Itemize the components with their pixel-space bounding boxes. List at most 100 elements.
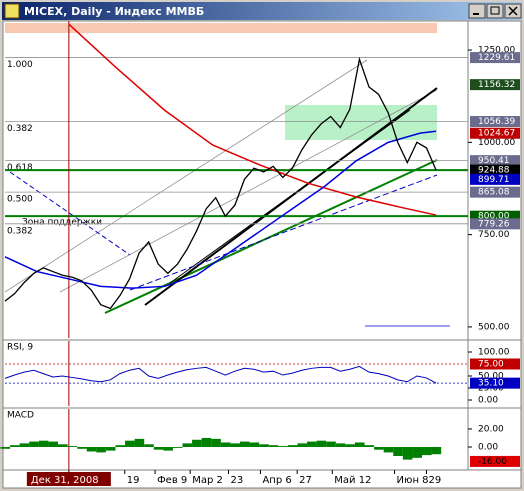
level-label: 924.88 (478, 166, 510, 176)
histogram-bar (48, 441, 58, 447)
level-label: 1229.61 (478, 53, 515, 63)
level-label: 1056.39 (478, 117, 515, 127)
histogram-bar (239, 441, 250, 447)
y-tick-label: 0.00 (478, 395, 498, 405)
level-label: 779.26 (478, 219, 510, 229)
level-box (470, 52, 520, 64)
x-tick-label: 19 (127, 475, 140, 486)
fib-label: 1.000 (7, 60, 33, 70)
histogram-bar (10, 445, 20, 447)
level-box (470, 116, 520, 128)
window-icon (4, 3, 20, 19)
dashed-trendline (9, 171, 131, 256)
y-tick-label: 20.00 (478, 424, 504, 434)
moving-average (4, 130, 437, 289)
histogram-bar (144, 444, 154, 447)
level-label: 1024.67 (478, 129, 515, 139)
histogram-bar (86, 446, 97, 452)
level-box (470, 155, 520, 167)
level-box (470, 455, 520, 467)
histogram-bar (115, 445, 126, 447)
target-zone (285, 105, 437, 140)
channel-line (4, 59, 368, 293)
panel-title: RSI, 9 (7, 343, 33, 353)
level-box (470, 358, 520, 370)
level-box (470, 173, 520, 185)
level-box (470, 186, 520, 198)
level-box (470, 218, 520, 230)
x-tick-label: Май 12 (334, 475, 371, 486)
histogram-bar (316, 440, 327, 447)
histogram-bar (67, 446, 78, 447)
histogram-bar (364, 445, 375, 447)
y-tick-label: 750.00 (478, 230, 510, 240)
window-buttons[interactable] (468, 3, 522, 19)
histogram-bar (201, 437, 212, 447)
panel-title: MACD (7, 411, 34, 421)
histogram-bar (287, 445, 298, 447)
y-tick-label: 1000.00 (478, 138, 515, 148)
histogram-bar (297, 443, 308, 447)
support-trendline (104, 159, 438, 314)
histogram-bar (182, 443, 193, 447)
histogram-bar (259, 444, 269, 447)
x-tick-label: Июн 8 (397, 475, 429, 486)
histogram-bar (345, 444, 355, 447)
histogram-bar (249, 442, 260, 447)
x-tick-label: Дек 31, 2008 (31, 475, 99, 486)
level-box (470, 127, 520, 139)
histogram-bar (38, 440, 49, 447)
histogram-bar (393, 446, 403, 457)
y-tick-label: 500.00 (478, 322, 510, 332)
chart-area (2, 20, 522, 489)
histogram-bar (220, 442, 231, 447)
level-box (470, 79, 520, 91)
annotation: Зона поддержки (22, 218, 102, 228)
y-tick-label: 100.00 (478, 347, 510, 357)
histogram-bar (326, 441, 336, 447)
level-label: 35.10 (478, 379, 504, 389)
level-label: 75.00 (478, 359, 504, 369)
histogram-bar (172, 446, 183, 448)
histogram-bar (0, 446, 11, 449)
x-tick-label: Фев 9 (157, 475, 187, 486)
histogram-bar (77, 446, 87, 449)
minimize-button[interactable] (468, 3, 486, 19)
indicator-line (4, 365, 437, 384)
histogram-bar (125, 440, 135, 447)
histogram-bar (383, 446, 394, 453)
price-line (4, 56, 437, 310)
histogram-bar (192, 439, 202, 447)
level-label: 1156.32 (478, 80, 515, 90)
trendlines (4, 59, 450, 327)
histogram-bar (57, 444, 68, 447)
histogram-bar (211, 438, 221, 447)
level-label: 800.00 (478, 212, 510, 222)
y-tick-label: 50.00 (478, 371, 504, 381)
x-tick-label: Мар 2 (192, 475, 223, 486)
histogram-bar (163, 446, 173, 451)
histogram-bar (230, 443, 241, 447)
fib-label: 0.382 (7, 124, 33, 134)
histogram-bar (96, 446, 106, 453)
histogram-bar (29, 441, 39, 447)
fib-label: 0.382 (7, 226, 33, 236)
window-title: MICEX, Daily - Индекс ММВБ (24, 5, 204, 18)
dashed-trendline (129, 174, 438, 291)
maximize-button[interactable] (486, 3, 504, 19)
cursor-date-box (26, 472, 111, 486)
histogram-bar (335, 443, 346, 447)
level-label: 899.71 (478, 175, 510, 185)
histogram-bar (421, 446, 432, 456)
trendline (169, 109, 411, 284)
histogram-bar (402, 446, 413, 460)
title-bar (2, 2, 522, 20)
level-box (470, 210, 520, 222)
moving-average (68, 23, 437, 216)
histogram-bar (307, 441, 317, 447)
histogram-bar (134, 438, 145, 447)
histogram-bar (268, 445, 279, 447)
maximize-glyph (490, 6, 500, 15)
histogram-bar (412, 446, 423, 458)
